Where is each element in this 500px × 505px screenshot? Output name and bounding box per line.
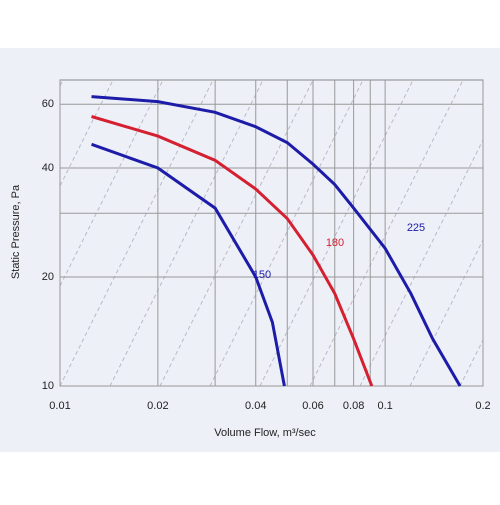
y-tick-label: 60 — [42, 98, 54, 110]
y-tick-label: 10 — [42, 380, 54, 392]
x-tick-label: 0.2 — [475, 400, 490, 412]
curve — [91, 142, 286, 387]
system-curve — [60, 80, 214, 386]
system-curve — [359, 138, 483, 386]
x-tick-label: 0.1 — [377, 400, 392, 412]
system-curve — [109, 80, 264, 386]
system-curve — [259, 80, 414, 386]
curve — [91, 115, 374, 387]
x-tick-label: 0.06 — [302, 400, 323, 412]
system-curve — [409, 238, 483, 386]
y-axis-title: Static Pressure, Pa — [10, 184, 22, 279]
x-axis-title: Volume Flow, m³/sec — [214, 427, 316, 439]
curve-label: 225 — [407, 222, 425, 234]
x-tick-label: 0.04 — [245, 400, 266, 412]
y-tick-label: 40 — [42, 162, 54, 174]
curve-label: 180 — [326, 237, 344, 249]
x-tick-label: 0.01 — [49, 400, 70, 412]
system-curve — [209, 80, 364, 386]
curve — [91, 95, 462, 387]
system-curve — [159, 80, 314, 386]
system-curve — [309, 80, 464, 386]
system-curves — [60, 80, 483, 386]
curve-label: 150 — [253, 269, 271, 281]
plot-area — [59, 79, 484, 387]
x-tick-label: 0.02 — [147, 400, 168, 412]
system-curve — [60, 80, 114, 188]
y-tick-label: 20 — [42, 271, 54, 283]
x-tick-label: 0.08 — [343, 400, 364, 412]
